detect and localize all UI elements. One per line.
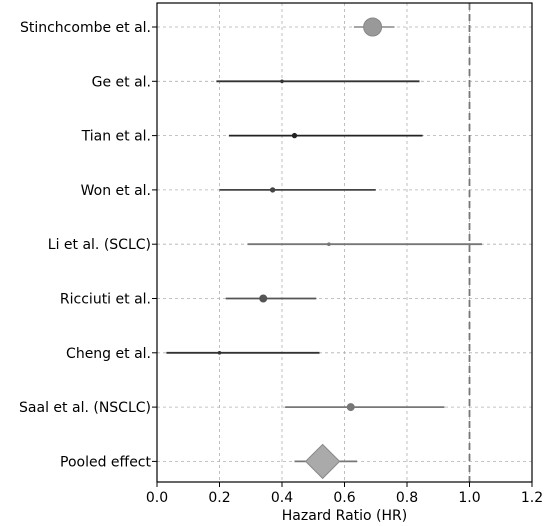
study-label-6: Cheng et al.: [66, 346, 151, 362]
study-marks: [166, 17, 482, 480]
plot-frame: [156, 2, 533, 483]
x-axis-ticks: 0.0 0.2 0.4 0.6 0.8 1.0 1.2: [146, 482, 543, 506]
pooled-diamond: [304, 443, 341, 480]
study-labels: Stinchcombe et al. Ge et al. Tian et al. Wo…: [19, 20, 157, 470]
x-tick-label-4: 0.8: [396, 490, 418, 506]
x-axis-title: Hazard Ratio (HR): [282, 508, 407, 524]
study-label-0: Stinchcombe et al.: [20, 20, 151, 36]
study-label-1: Ge et al.: [92, 74, 151, 90]
x-tick-label-0: 0.0: [146, 490, 168, 506]
x-tick-label-6: 1.2: [521, 490, 543, 506]
point-estimate-3: [269, 187, 276, 193]
study-label-3: Won et al.: [81, 183, 151, 199]
grid: [156, 3, 533, 482]
point-estimate-7: [346, 403, 355, 412]
point-estimate-5: [259, 294, 268, 303]
study-label-5: Ricciuti et al.: [60, 292, 151, 308]
x-tick-label-1: 0.2: [208, 490, 230, 506]
point-estimate-1: [280, 79, 284, 84]
point-estimate-0: [363, 17, 383, 37]
x-tick-label-5: 1.0: [458, 490, 480, 506]
study-label-7: Saal et al. (NSCLC): [19, 400, 151, 416]
x-tick-label-3: 0.6: [333, 490, 355, 506]
point-estimate-2: [291, 132, 298, 139]
study-label-8: Pooled effect: [60, 454, 151, 470]
point-estimate-4: [327, 242, 331, 246]
study-label-2: Tian et al.: [81, 129, 151, 145]
x-tick-label-2: 0.4: [271, 490, 293, 506]
point-estimate-6: [217, 351, 222, 355]
study-label-4: Li et al. (SCLC): [48, 237, 151, 253]
